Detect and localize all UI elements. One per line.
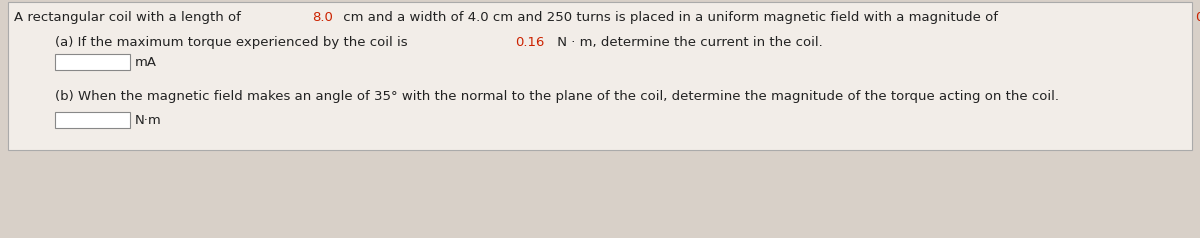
Text: A rectangular coil with a length of: A rectangular coil with a length of <box>14 11 245 24</box>
Text: (b) When the magnetic field makes an angle of 35° with the normal to the plane o: (b) When the magnetic field makes an ang… <box>55 90 1060 103</box>
Text: 0.16: 0.16 <box>516 36 545 49</box>
Text: 0.71: 0.71 <box>1195 11 1200 24</box>
Text: cm and a width of 4.0 cm and 250 turns is placed in a uniform magnetic field wit: cm and a width of 4.0 cm and 250 turns i… <box>340 11 1002 24</box>
Bar <box>55 54 130 70</box>
Text: N·m: N·m <box>134 114 162 127</box>
Bar <box>8 2 1192 150</box>
Bar <box>55 112 130 128</box>
Text: mA: mA <box>134 55 157 69</box>
Text: N · m, determine the current in the coil.: N · m, determine the current in the coil… <box>553 36 823 49</box>
Text: (a) If the maximum torque experienced by the coil is: (a) If the maximum torque experienced by… <box>55 36 412 49</box>
Text: 8.0: 8.0 <box>312 11 334 24</box>
